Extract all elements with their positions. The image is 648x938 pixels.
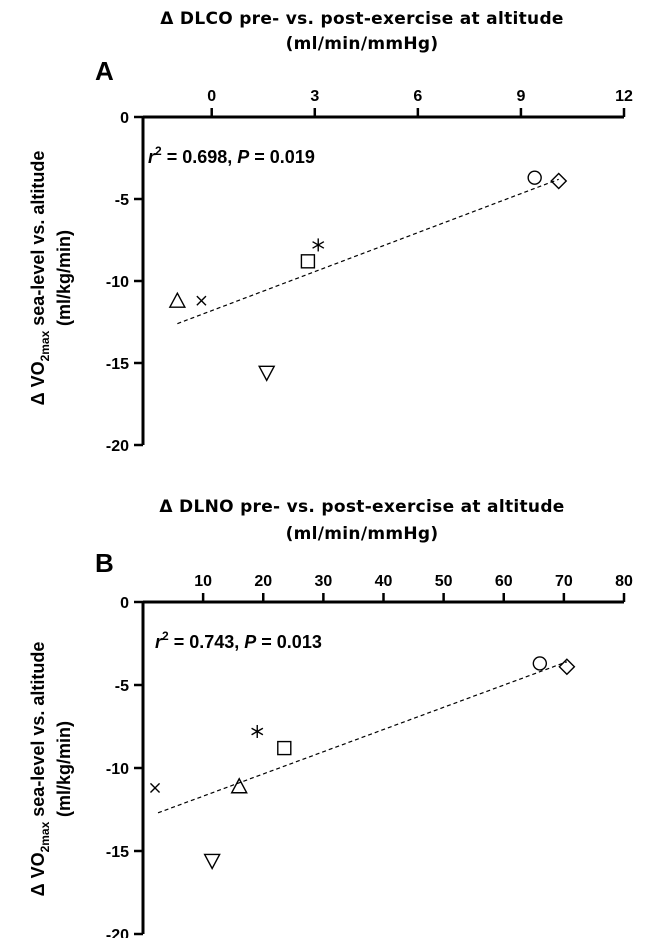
data-point-x-cross bbox=[196, 295, 207, 306]
y-tick-label: -20 bbox=[106, 438, 129, 455]
y-tick-label: -5 bbox=[115, 192, 129, 209]
y-tick-label: -15 bbox=[106, 356, 129, 373]
svg-text:(ml/kg/min): (ml/kg/min) bbox=[54, 721, 74, 817]
chart-title-line2: (ml/min/mmHg) bbox=[286, 524, 439, 544]
axes: 10 20 30 40 50 60 70 80 0 -5 -10 -15 -20 bbox=[106, 573, 633, 938]
data-point-diamond bbox=[558, 658, 576, 676]
chart-title-line2: (ml/min/mmHg) bbox=[286, 34, 439, 54]
panel-label: B bbox=[95, 548, 114, 578]
y-tick-label: -5 bbox=[115, 678, 129, 695]
x-tick-label: 0 bbox=[207, 88, 216, 105]
regression-line bbox=[157, 661, 568, 814]
data-point-x-cross bbox=[149, 782, 161, 793]
x-tick-label: 70 bbox=[555, 573, 573, 590]
y-axis-label: Δ VO2max sea-level vs. altitude (ml/kg/m… bbox=[28, 151, 74, 406]
y-tick-label: -20 bbox=[106, 927, 129, 938]
x-tick-label: 40 bbox=[375, 573, 393, 590]
stats-annotation: r2 = 0.698, P = 0.019 bbox=[148, 144, 315, 167]
stats-annotation: r2 = 0.743, P = 0.013 bbox=[155, 629, 322, 652]
svg-text:Δ VO2max sea-level vs. altitud: Δ VO2max sea-level vs. altitude bbox=[28, 151, 52, 406]
x-tick-label: 6 bbox=[413, 88, 422, 105]
data-point-asterisk bbox=[312, 238, 325, 252]
svg-text:(ml/kg/min): (ml/kg/min) bbox=[54, 230, 74, 326]
chart-panel-b: Δ DLNO pre- vs. post-exercise at altitud… bbox=[28, 497, 633, 938]
data-point-square bbox=[300, 254, 316, 269]
data-point-asterisk bbox=[251, 724, 264, 738]
data-point-diamond bbox=[550, 172, 568, 190]
axes: 0 3 6 9 12 0 -5 -10 -15 -20 bbox=[106, 88, 633, 455]
data-point-square bbox=[277, 740, 292, 756]
x-tick-label: 60 bbox=[495, 573, 513, 590]
data-point-triangle-up bbox=[230, 777, 248, 794]
y-tick-label: -10 bbox=[106, 761, 129, 778]
chart-panel-a: Δ DLCO pre- vs. post-exercise at altitud… bbox=[28, 9, 633, 455]
regression-line bbox=[177, 178, 559, 325]
data-points bbox=[149, 656, 576, 870]
y-axis-label: Δ VO2max sea-level vs. altitude (ml/kg/m… bbox=[28, 642, 74, 897]
data-point-triangle-down bbox=[203, 853, 221, 870]
data-point-circle bbox=[527, 170, 542, 185]
x-tick-label: 80 bbox=[615, 573, 633, 590]
x-tick-label: 50 bbox=[435, 573, 453, 590]
chart-title-line1: Δ DLCO pre- vs. post-exercise at altitud… bbox=[160, 9, 564, 29]
x-tick-label: 20 bbox=[254, 573, 272, 590]
data-point-triangle-down bbox=[258, 365, 276, 382]
y-tick-label: -10 bbox=[106, 274, 129, 291]
y-tick-label: -15 bbox=[106, 844, 129, 861]
data-point-triangle-up bbox=[168, 291, 187, 308]
x-tick-label: 12 bbox=[615, 88, 633, 105]
y-tick-label: 0 bbox=[120, 595, 129, 612]
panel-label: A bbox=[95, 56, 114, 86]
x-tick-label: 30 bbox=[314, 573, 332, 590]
x-tick-label: 9 bbox=[516, 88, 525, 105]
y-tick-label: 0 bbox=[120, 110, 129, 127]
chart-title-line1: Δ DLNO pre- vs. post-exercise at altitud… bbox=[159, 497, 564, 517]
data-points bbox=[168, 170, 568, 382]
data-point-circle bbox=[532, 656, 548, 671]
svg-text:Δ VO2max sea-level vs. altitud: Δ VO2max sea-level vs. altitude bbox=[28, 642, 52, 897]
x-tick-label: 3 bbox=[310, 88, 319, 105]
x-tick-label: 10 bbox=[194, 573, 212, 590]
